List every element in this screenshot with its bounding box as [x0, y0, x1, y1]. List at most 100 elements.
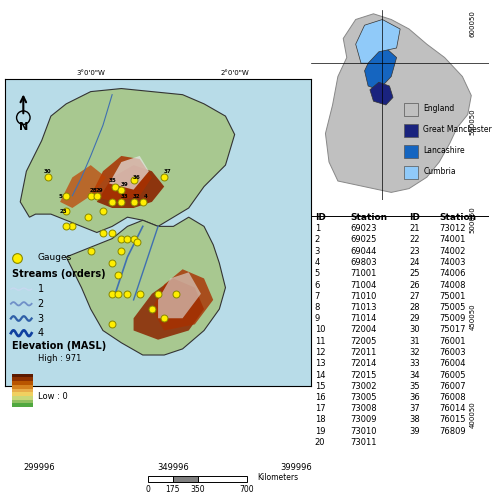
Text: 74006: 74006: [439, 269, 466, 278]
Polygon shape: [60, 165, 106, 208]
Text: 400050: 400050: [469, 402, 475, 428]
Text: 2°0'0"W: 2°0'0"W: [220, 70, 249, 76]
Text: 72005: 72005: [350, 337, 377, 346]
Text: 74003: 74003: [439, 258, 466, 267]
Text: 73009: 73009: [350, 416, 377, 424]
Bar: [12, 388, 33, 392]
Polygon shape: [20, 88, 235, 233]
Text: High : 971: High : 971: [38, 354, 81, 363]
Polygon shape: [152, 270, 213, 330]
Text: 350: 350: [190, 485, 205, 494]
Text: Station: Station: [439, 212, 476, 222]
Text: 72014: 72014: [350, 359, 377, 368]
Text: 37: 37: [164, 170, 171, 174]
Text: 7: 7: [315, 292, 320, 300]
Text: 76001: 76001: [439, 337, 466, 346]
Text: 33: 33: [121, 194, 128, 199]
Text: 69023: 69023: [350, 224, 377, 233]
Bar: [12, 374, 33, 378]
Text: 39: 39: [121, 182, 128, 186]
Text: 299996: 299996: [24, 462, 55, 471]
Text: 72011: 72011: [350, 348, 377, 357]
Text: 600050: 600050: [469, 10, 475, 37]
Text: 31: 31: [409, 337, 420, 346]
Bar: [404, 145, 418, 158]
Text: 71013: 71013: [350, 303, 377, 312]
Text: 6: 6: [315, 280, 320, 289]
Text: 17: 17: [315, 404, 326, 413]
Text: 36: 36: [409, 393, 420, 402]
Text: 76809: 76809: [439, 427, 466, 436]
Text: 30: 30: [44, 170, 52, 174]
Text: 75001: 75001: [439, 292, 466, 300]
Text: 36: 36: [133, 176, 140, 180]
Text: 73011: 73011: [350, 438, 377, 447]
Text: 35: 35: [409, 382, 420, 391]
Text: 69025: 69025: [350, 236, 377, 244]
Polygon shape: [356, 20, 400, 63]
Text: 1: 1: [38, 284, 43, 294]
Text: 16: 16: [315, 393, 326, 402]
Text: ID: ID: [315, 212, 326, 222]
Text: 21: 21: [409, 224, 419, 233]
Text: Station: Station: [350, 212, 387, 222]
Text: 39: 39: [409, 427, 420, 436]
Text: 76008: 76008: [439, 393, 466, 402]
Text: 28: 28: [90, 188, 98, 192]
Text: 75009: 75009: [439, 314, 466, 324]
Polygon shape: [365, 48, 397, 90]
Text: 71001: 71001: [350, 269, 377, 278]
Text: 74002: 74002: [439, 246, 466, 256]
Text: 32: 32: [409, 348, 420, 357]
Bar: [12, 404, 33, 407]
Bar: [12, 392, 33, 396]
Polygon shape: [66, 217, 225, 355]
Text: Lancashire: Lancashire: [423, 146, 465, 155]
Bar: [12, 396, 33, 400]
Text: 73002: 73002: [350, 382, 377, 391]
Text: 72015: 72015: [350, 370, 377, 380]
Text: 12: 12: [315, 348, 325, 357]
Text: 38: 38: [409, 416, 420, 424]
Text: 75005: 75005: [439, 303, 466, 312]
Text: 20: 20: [315, 438, 325, 447]
Text: 37: 37: [409, 404, 420, 413]
Text: 76003: 76003: [439, 348, 466, 357]
Text: 69044: 69044: [350, 246, 377, 256]
Text: 73010: 73010: [350, 427, 377, 436]
Text: 14: 14: [315, 370, 325, 380]
Text: 15: 15: [315, 382, 325, 391]
Bar: [173, 476, 198, 482]
Text: 71010: 71010: [350, 292, 377, 300]
Text: 450050: 450050: [469, 304, 475, 330]
Polygon shape: [326, 14, 471, 192]
Polygon shape: [109, 156, 149, 190]
Bar: [12, 385, 33, 388]
Text: 76015: 76015: [439, 416, 466, 424]
Text: 1: 1: [315, 224, 320, 233]
Bar: [404, 103, 418, 117]
Text: 72004: 72004: [350, 326, 377, 334]
Text: England: England: [423, 104, 454, 114]
Text: Cumbria: Cumbria: [423, 167, 456, 176]
Text: Kilometers: Kilometers: [257, 473, 298, 482]
Text: 2: 2: [315, 236, 320, 244]
Text: Low : 0: Low : 0: [38, 392, 67, 400]
Bar: [404, 124, 418, 138]
Bar: [404, 166, 418, 179]
Polygon shape: [370, 82, 393, 105]
Bar: [12, 381, 33, 385]
Text: 76007: 76007: [439, 382, 466, 391]
Text: 22: 22: [409, 236, 419, 244]
Text: 76004: 76004: [439, 359, 466, 368]
Text: 75017: 75017: [439, 326, 466, 334]
Text: 4: 4: [38, 328, 43, 338]
Text: 27: 27: [409, 292, 420, 300]
Bar: [148, 476, 173, 482]
Text: 73008: 73008: [350, 404, 377, 413]
Text: 349996: 349996: [157, 462, 189, 471]
Text: 19: 19: [315, 427, 325, 436]
Polygon shape: [91, 156, 152, 202]
Text: 0: 0: [146, 485, 151, 494]
Text: 700: 700: [240, 485, 254, 494]
